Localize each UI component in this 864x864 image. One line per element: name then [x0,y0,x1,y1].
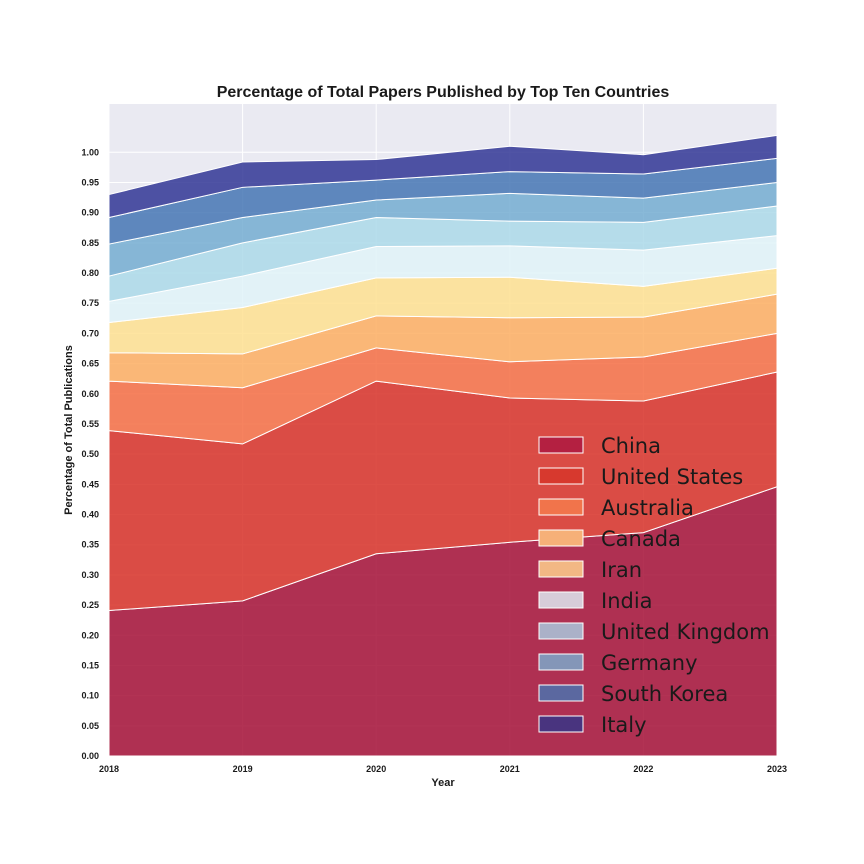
y-tick-label: 0.20 [81,630,99,640]
area-italy [108,134,778,219]
legend-label-united-states: United States [601,465,743,489]
y-tick-label: 0.90 [81,208,99,218]
legend-label-china: China [601,434,661,458]
y-tick-label: 0.30 [81,570,99,580]
y-tick-label: 0.00 [81,751,99,761]
x-tick-label: 2019 [233,764,253,774]
legend-swatch-germany [538,653,584,671]
legend-label-india: India [601,589,653,613]
x-tick-label: 2023 [767,764,787,774]
y-tick-label: 0.35 [81,540,99,550]
y-tick-label: 0.40 [81,510,99,520]
x-tick-label: 2022 [633,764,653,774]
legend-label-canada: Canada [601,527,681,551]
y-tick-label: 0.25 [81,600,99,610]
legend-swatch-india [538,591,584,609]
y-axis-ticks: 0.00 0.05 0.10 0.15 0.20 0.25 0.30 0.35 0.40 0.45… [81,147,99,761]
area-series [108,134,778,757]
legend-swatch-australia [538,498,584,516]
x-axis-label: Year [431,777,455,789]
y-axis-label: Percentage of Total Publications [63,345,75,515]
legend-swatch-china [538,436,584,454]
legend-label-south-korea: South Korea [601,682,728,706]
y-tick-label: 0.05 [81,721,99,731]
legend-swatch-united-states [538,467,584,485]
y-tick-label: 0.45 [81,479,99,489]
legend-label-united-kingdom: United Kingdom [601,620,770,644]
y-tick-label: 0.95 [81,177,99,187]
x-tick-label: 2018 [99,764,119,774]
legend: China United States Australia Canada Iran Ind… [538,434,770,737]
y-tick-label: 0.60 [81,389,99,399]
chart-title: Percentage of Total Papers Published by … [217,84,670,101]
legend-swatch-iran [538,560,584,578]
legend-label-italy: Italy [601,713,647,737]
x-axis-ticks: 2018 2019 2020 2021 2022 2023 [99,764,787,774]
legend-label-iran: Iran [601,558,642,582]
y-tick-label: 0.10 [81,691,99,701]
legend-swatch-south-korea [538,684,584,702]
y-tick-label: 0.55 [81,419,99,429]
legend-label-australia: Australia [601,496,694,520]
y-tick-label: 1.00 [81,147,99,157]
legend-label-germany: Germany [601,651,698,675]
legend-swatch-united-kingdom [538,622,584,640]
x-tick-label: 2020 [366,764,386,774]
y-tick-label: 0.50 [81,449,99,459]
y-tick-label: 0.75 [81,298,99,308]
y-tick-label: 0.85 [81,238,99,248]
y-tick-label: 0.65 [81,359,99,369]
y-tick-label: 0.70 [81,328,99,338]
y-tick-label: 0.80 [81,268,99,278]
x-tick-label: 2021 [500,764,520,774]
legend-swatch-italy [538,715,584,733]
legend-swatch-canada [538,529,584,547]
y-tick-label: 0.15 [81,660,99,670]
